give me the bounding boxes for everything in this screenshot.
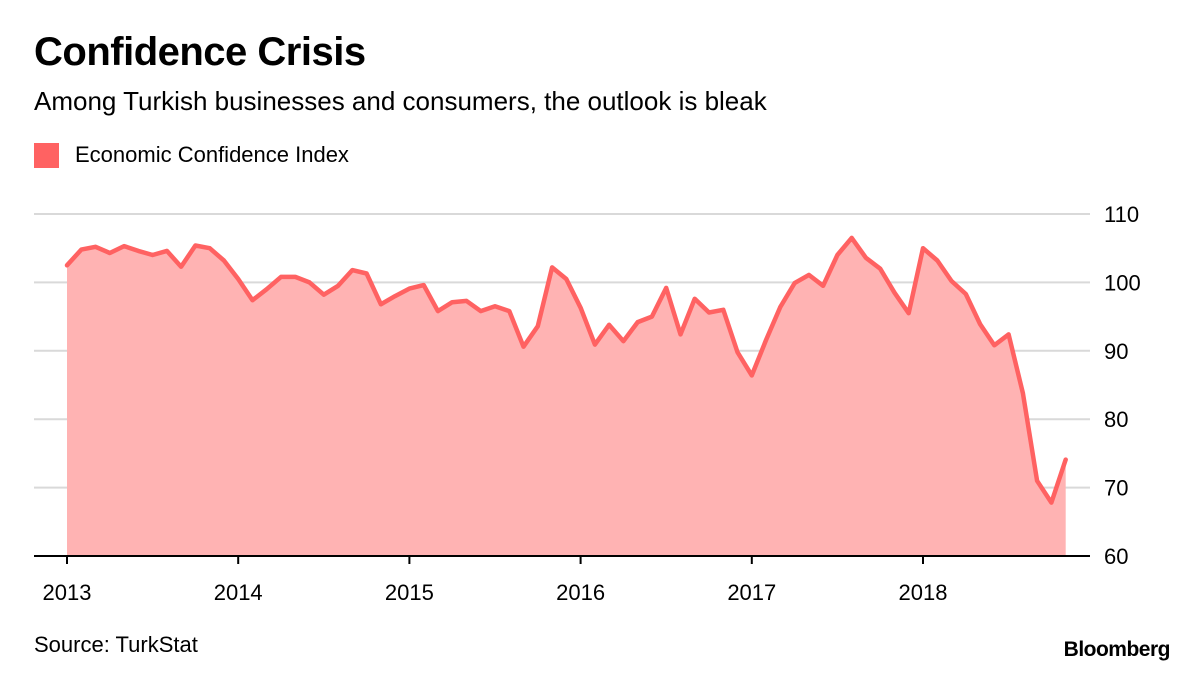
y-tick-label-70: 70 xyxy=(1104,476,1128,501)
x-tick-label-2016: 2016 xyxy=(556,580,605,605)
chart-subtitle: Among Turkish businesses and consumers, … xyxy=(34,86,767,116)
brand-logo: Bloomberg xyxy=(1063,638,1171,661)
chart-title: Confidence Crisis xyxy=(34,30,366,74)
x-tick-label-2013: 2013 xyxy=(43,580,92,605)
series-area xyxy=(67,237,1066,556)
y-tick-label-90: 90 xyxy=(1104,339,1128,364)
source-note: Source: TurkStat xyxy=(34,632,198,657)
series-line xyxy=(64,235,1068,505)
legend-swatch xyxy=(34,142,59,168)
x-tick-label-2014: 2014 xyxy=(214,580,263,605)
y-tick-label-100: 100 xyxy=(1104,270,1141,295)
x-tick-label-2017: 2017 xyxy=(727,580,776,605)
x-tick-label-2018: 2018 xyxy=(899,580,948,605)
x-tick-label-2015: 2015 xyxy=(385,580,434,605)
y-tick-label-80: 80 xyxy=(1104,407,1128,432)
legend-label: Economic Confidence Index xyxy=(75,142,349,167)
y-tick-label-110: 110 xyxy=(1104,202,1139,227)
y-tick-label-60: 60 xyxy=(1104,544,1128,569)
legend: Economic Confidence Index xyxy=(34,142,349,168)
